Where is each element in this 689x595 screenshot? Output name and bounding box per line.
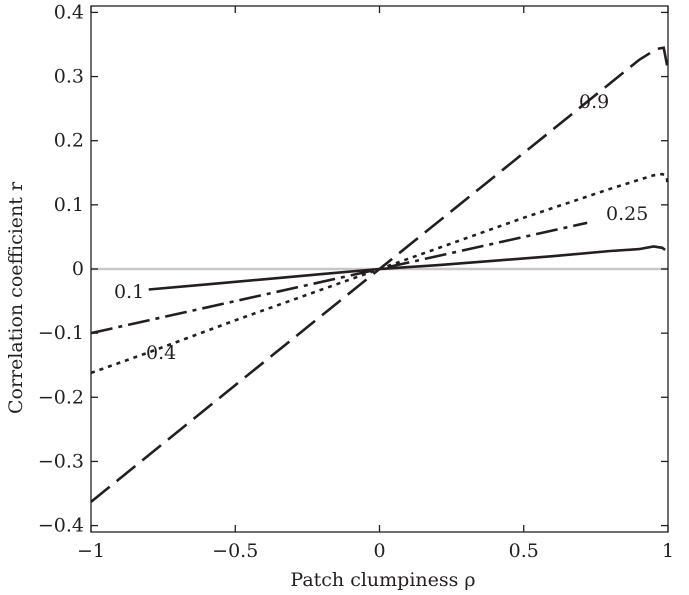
- x-tick-label: 0.5: [509, 540, 539, 562]
- x-axis: −1 −0.5 0 0.5 1: [77, 6, 674, 562]
- y-tick-label: −0.1: [38, 322, 84, 344]
- y-tick-label: 0.1: [54, 194, 84, 216]
- y-axis-title: Correlation coefficient r: [5, 181, 27, 414]
- y-tick-label: 0: [72, 258, 84, 280]
- series-label-0.1: 0.1: [114, 281, 144, 303]
- x-tick-label: 1: [662, 540, 674, 562]
- x-tick-label: 0: [373, 540, 385, 562]
- y-tick-label: −0.3: [38, 450, 84, 472]
- series-line-0.25: [90, 221, 588, 335]
- series-label-0.25: 0.25: [606, 203, 648, 225]
- series-line-0.9: [90, 46, 670, 503]
- series-label-0.9: 0.9: [579, 91, 609, 113]
- y-tick-label: 0.4: [54, 1, 84, 23]
- y-tick-label: −0.2: [38, 386, 84, 408]
- y-tick-label: 0.3: [54, 66, 84, 88]
- y-axis: −0.4 −0.3 −0.2 −0.1 0 0.1 0.2 0.3 0.4: [38, 1, 668, 537]
- series-label-0.4: 0.4: [146, 342, 176, 364]
- x-axis-title: Patch clumpiness ρ: [290, 569, 475, 591]
- series-line-0.4: [90, 172, 670, 375]
- x-tick-label: −1: [77, 540, 105, 562]
- series-line-0.1: [148, 245, 666, 291]
- y-tick-label: 0.2: [54, 130, 84, 152]
- x-tick-label: −0.5: [212, 540, 258, 562]
- series-layer: [90, 46, 670, 503]
- y-tick-label: −0.4: [38, 515, 84, 537]
